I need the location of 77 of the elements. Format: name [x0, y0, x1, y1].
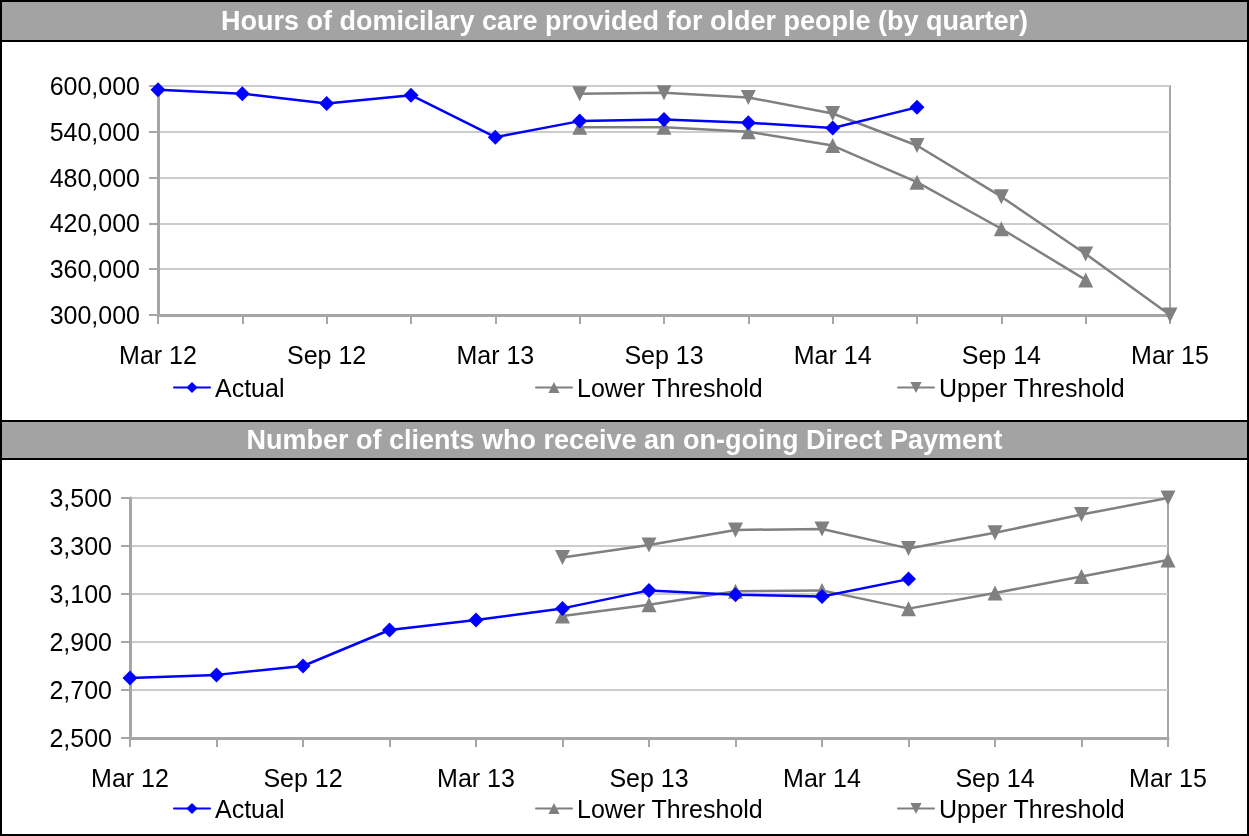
point: [814, 588, 830, 604]
y-tick-label: 540,000: [49, 117, 140, 146]
point: [122, 670, 138, 686]
chart-title: Number of clients who receive an on-going Direct Payment: [246, 425, 1003, 455]
point: [641, 597, 657, 613]
legend-label: Lower Threshold: [577, 373, 763, 402]
point: [572, 86, 588, 102]
y-tick-label: 480,000: [49, 163, 140, 192]
x-tick-label: Sep 13: [624, 340, 704, 369]
point: [987, 525, 1003, 541]
y-tick-label: 3,300: [49, 532, 112, 560]
legend-label: Upper Threshold: [939, 794, 1125, 823]
point: [656, 85, 672, 101]
y-tick-label: 2,500: [49, 724, 112, 752]
y-tick-label: 3,500: [49, 484, 112, 512]
y-tick-label: 420,000: [49, 209, 140, 238]
x-tick-label: Mar 12: [91, 763, 169, 792]
point: [1078, 272, 1094, 288]
x-tick-label: Mar 12: [119, 340, 197, 369]
y-tick-label: 360,000: [49, 255, 140, 284]
x-tick-label: Sep 14: [961, 340, 1042, 369]
point: [403, 87, 419, 103]
point: [909, 174, 925, 190]
point: [555, 550, 570, 566]
point: [901, 601, 916, 617]
point: [209, 667, 224, 683]
point: [901, 571, 916, 587]
point: [909, 99, 925, 115]
point: [825, 120, 841, 136]
point: [909, 138, 925, 154]
x-tick-label: Sep 14: [955, 763, 1035, 792]
point: [901, 540, 916, 556]
point: [319, 96, 335, 112]
point: [993, 189, 1009, 205]
y-tick-label: 3,100: [49, 580, 112, 608]
point: [234, 86, 250, 102]
point: [572, 113, 588, 129]
point: [740, 115, 756, 131]
point: [382, 622, 397, 638]
point: [641, 537, 657, 553]
point: [1160, 552, 1176, 568]
x-tick-label: Mar 14: [783, 763, 861, 792]
point: [1078, 246, 1094, 262]
legend-label: Actual: [215, 373, 285, 402]
point: [728, 587, 743, 603]
x-tick-label: Mar 13: [456, 340, 535, 369]
x-tick-label: Sep 13: [609, 763, 689, 792]
legend-label: Lower Threshold: [577, 794, 763, 823]
y-tick-label: 600,000: [49, 72, 140, 100]
point: [825, 138, 841, 154]
point: [1074, 507, 1089, 523]
y-tick-label: 2,700: [49, 676, 112, 704]
point: [656, 112, 672, 128]
point: [468, 612, 484, 628]
x-tick-label: Mar 14: [793, 340, 872, 369]
point: [814, 521, 830, 537]
point: [295, 658, 311, 674]
legend-label: Actual: [215, 794, 285, 823]
point: [487, 129, 503, 145]
x-tick-label: Mar 15: [1129, 763, 1207, 792]
x-tick-label: Sep 12: [287, 340, 367, 369]
point: [987, 585, 1003, 601]
y-tick-label: 300,000: [49, 301, 140, 329]
y-tick-label: 2,900: [49, 628, 112, 656]
x-tick-label: Mar 13: [437, 763, 515, 792]
legend-label: Upper Threshold: [939, 373, 1125, 402]
point: [728, 522, 743, 538]
point: [1160, 490, 1176, 506]
x-tick-label: Mar 15: [1131, 340, 1209, 369]
point: [740, 89, 756, 105]
x-tick-label: Sep 12: [263, 763, 343, 792]
point: [641, 582, 657, 598]
chart-title: Hours of domicilary care provided for older people (by quarter): [220, 6, 1029, 36]
point: [993, 221, 1009, 237]
point: [1074, 568, 1089, 584]
point: [555, 600, 570, 616]
point: [825, 105, 841, 121]
